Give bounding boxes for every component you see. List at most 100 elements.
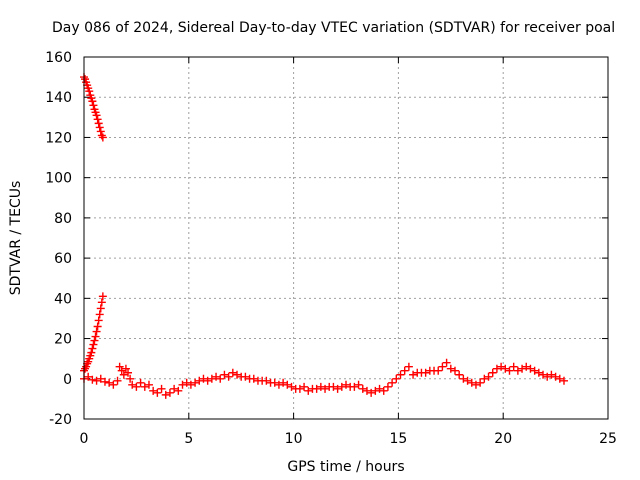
data-point: [199, 374, 208, 383]
data-point: [274, 380, 283, 389]
data-point: [321, 384, 330, 393]
data-point: [105, 378, 114, 387]
data-point: [295, 384, 304, 393]
data-point: [91, 332, 100, 341]
data-point: [136, 378, 145, 387]
data-point: [492, 364, 501, 373]
x-tick-label: 10: [285, 431, 303, 447]
data-point: [455, 370, 464, 379]
data-point: [228, 368, 237, 377]
data-point: [94, 316, 103, 325]
data-point: [216, 374, 225, 383]
data-point: [287, 382, 296, 391]
data-point: [87, 348, 96, 357]
y-tick-label: 80: [54, 211, 72, 227]
grid-layer: [84, 57, 608, 419]
data-point: [358, 384, 367, 393]
data-point: [90, 336, 99, 345]
data-point: [539, 370, 548, 379]
tick-label-layer: 0 5 10 15 20 25 -20 0 20 40 60 80 100 120 140 160: [45, 50, 617, 447]
data-point: [555, 374, 564, 383]
data-point: [505, 366, 514, 375]
data-points: [80, 73, 568, 399]
y-tick-label: 100: [45, 171, 72, 187]
x-axis-label: GPS time / hours: [287, 459, 404, 475]
data-point: [165, 388, 174, 397]
data-point: [92, 376, 101, 385]
data-point: [149, 386, 158, 395]
data-point: [81, 364, 90, 373]
y-tick-label: 160: [45, 50, 72, 66]
y-axis-label: SDTVAR / TECUs: [8, 181, 24, 296]
data-point: [186, 380, 195, 389]
data-point: [463, 376, 472, 385]
data-point: [497, 362, 506, 371]
data-point: [375, 384, 384, 393]
data-point: [97, 298, 106, 307]
data-point: [362, 386, 371, 395]
x-tick-label: 20: [494, 431, 512, 447]
data-point: [329, 382, 338, 391]
data-point: [388, 378, 397, 387]
data-point: [132, 382, 141, 391]
data-point: [126, 374, 135, 383]
data-point: [404, 362, 413, 371]
data-point: [220, 370, 229, 379]
data-point: [333, 384, 342, 393]
data-point: [559, 376, 568, 385]
y-tick-label: 40: [54, 291, 72, 307]
data-point: [195, 376, 204, 385]
data-point: [547, 370, 556, 379]
x-tick-label: 25: [599, 431, 617, 447]
data-point: [92, 111, 101, 120]
data-point: [178, 380, 187, 389]
data-point: [480, 374, 489, 383]
data-point: [501, 364, 510, 373]
y-tick-label: 140: [45, 90, 72, 106]
data-point: [434, 366, 443, 375]
data-point: [513, 366, 522, 375]
data-point: [471, 380, 480, 389]
data-point: [446, 364, 455, 373]
y-tick-label: 20: [54, 332, 72, 348]
data-point: [109, 380, 118, 389]
data-point: [170, 384, 179, 393]
data-point: [488, 368, 497, 377]
data-point: [409, 370, 418, 379]
data-point: [241, 372, 250, 381]
data-point: [304, 386, 313, 395]
plot-frame: [83, 56, 609, 420]
data-point: [115, 362, 124, 371]
data-point: [88, 375, 97, 384]
data-point: [354, 380, 363, 389]
x-tick-label: 15: [389, 431, 407, 447]
chart-title: Day 086 of 2024, Sidereal Day-to-day VTE…: [52, 20, 615, 36]
data-point: [89, 340, 98, 349]
data-point: [233, 370, 242, 379]
data-point: [367, 388, 376, 397]
data-point: [316, 382, 325, 391]
data-point: [467, 378, 476, 387]
data-point: [94, 119, 103, 128]
data-point: [92, 327, 101, 336]
data-point: [144, 380, 153, 389]
y-tick-label: -20: [49, 412, 72, 428]
data-point: [383, 382, 392, 391]
data-point: [262, 376, 271, 385]
y-tick-label: 0: [63, 372, 72, 388]
data-point: [476, 378, 485, 387]
data-point: [392, 374, 401, 383]
data-point: [350, 382, 359, 391]
data-point: [96, 304, 105, 313]
data-point: [509, 362, 518, 371]
data-point: [518, 364, 527, 373]
data-point: [337, 382, 346, 391]
x-tick-label: 5: [184, 431, 193, 447]
data-point: [128, 380, 137, 389]
y-tick-label: 60: [54, 251, 72, 267]
x-tick-label: 0: [80, 431, 89, 447]
data-point: [174, 386, 183, 395]
data-point: [88, 97, 97, 106]
data-point: [100, 377, 109, 386]
